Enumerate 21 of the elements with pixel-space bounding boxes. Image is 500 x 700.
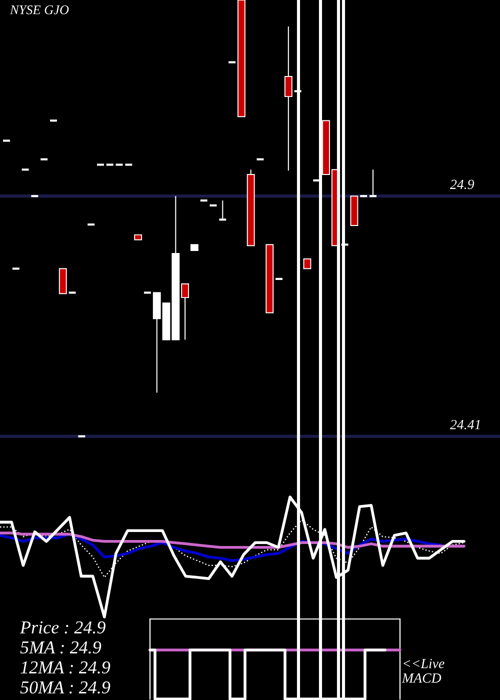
candlestick: [58, 268, 67, 294]
candlestick: [218, 200, 228, 221]
candlestick: [368, 169, 378, 198]
text: 12MA : 24.9: [20, 661, 110, 674]
candlestick: [190, 244, 198, 251]
candlestick: [284, 26, 292, 172]
ref-line-label: 24.9: [450, 180, 474, 190]
candlestick: [303, 258, 312, 270]
candlestick: [237, 0, 246, 118]
candlestick: [199, 199, 208, 202]
text: 50MA : 24.9: [20, 681, 110, 694]
candlestick: [246, 169, 255, 246]
ref-line-label: 24.41: [450, 420, 480, 430]
text: 5MA : 24.9: [20, 641, 102, 654]
candlestick: [266, 244, 274, 314]
text: Price : 24.9: [20, 621, 106, 634]
annotation: <<Live MACD: [402, 658, 444, 683]
candlestick: [86, 223, 96, 226]
candlestick: [350, 196, 358, 226]
candlestick: [134, 234, 142, 240]
chart-title: NYSE GJO: [10, 5, 69, 14]
